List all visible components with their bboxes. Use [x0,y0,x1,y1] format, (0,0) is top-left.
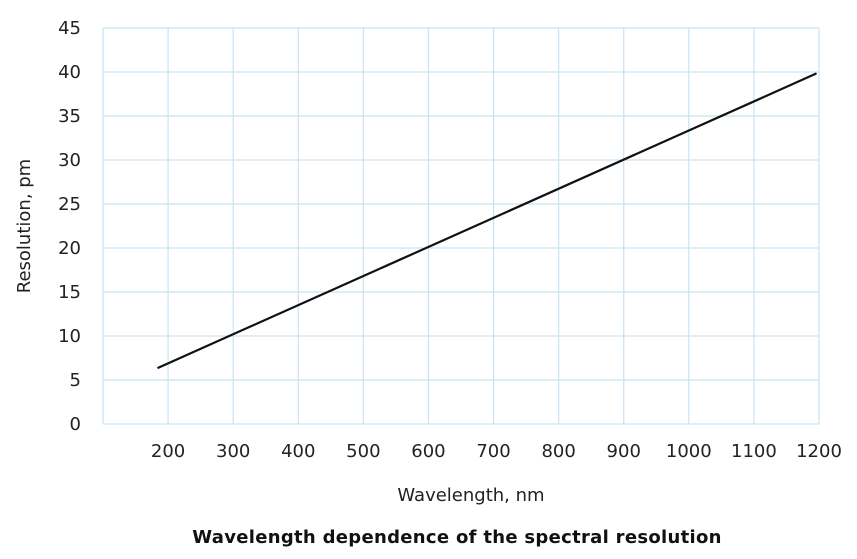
chart-title: Wavelength dependence of the spectral re… [192,527,722,548]
y-tick-label: 30 [58,150,81,171]
y-axis-title: Resolution, pm [14,159,35,293]
x-tick-label: 300 [216,441,250,462]
x-tick-label: 200 [151,441,185,462]
x-tick-label: 500 [346,441,380,462]
x-tick-label: 900 [607,441,641,462]
x-tick-label: 700 [476,441,510,462]
x-tick-label: 400 [281,441,315,462]
x-axis-title: Wavelength, nm [397,485,544,506]
y-tick-label: 40 [58,62,81,83]
series-layer [157,72,817,369]
y-tick-label: 5 [70,370,81,391]
x-tick-label: 1200 [796,441,842,462]
y-tick-label: 0 [70,414,81,435]
y-tick-label: 45 [58,18,81,39]
y-tick-label: 25 [58,194,81,215]
y-tick-label: 35 [58,106,81,127]
x-axis-ticks: 200 300 400 500 600 700 800 900 1000 1100 1200 [151,441,842,462]
y-tick-label: 20 [58,238,81,259]
y-tick-label: 10 [58,326,81,347]
x-tick-label: 1100 [731,441,777,462]
x-tick-label: 1000 [666,441,712,462]
y-axis-ticks: 0 5 10 15 20 25 30 35 40 45 [58,18,81,435]
x-tick-label: 800 [541,441,575,462]
series-line-0 [157,72,817,369]
y-tick-label: 15 [58,282,81,303]
grid [102,27,820,425]
x-tick-label: 600 [411,441,445,462]
